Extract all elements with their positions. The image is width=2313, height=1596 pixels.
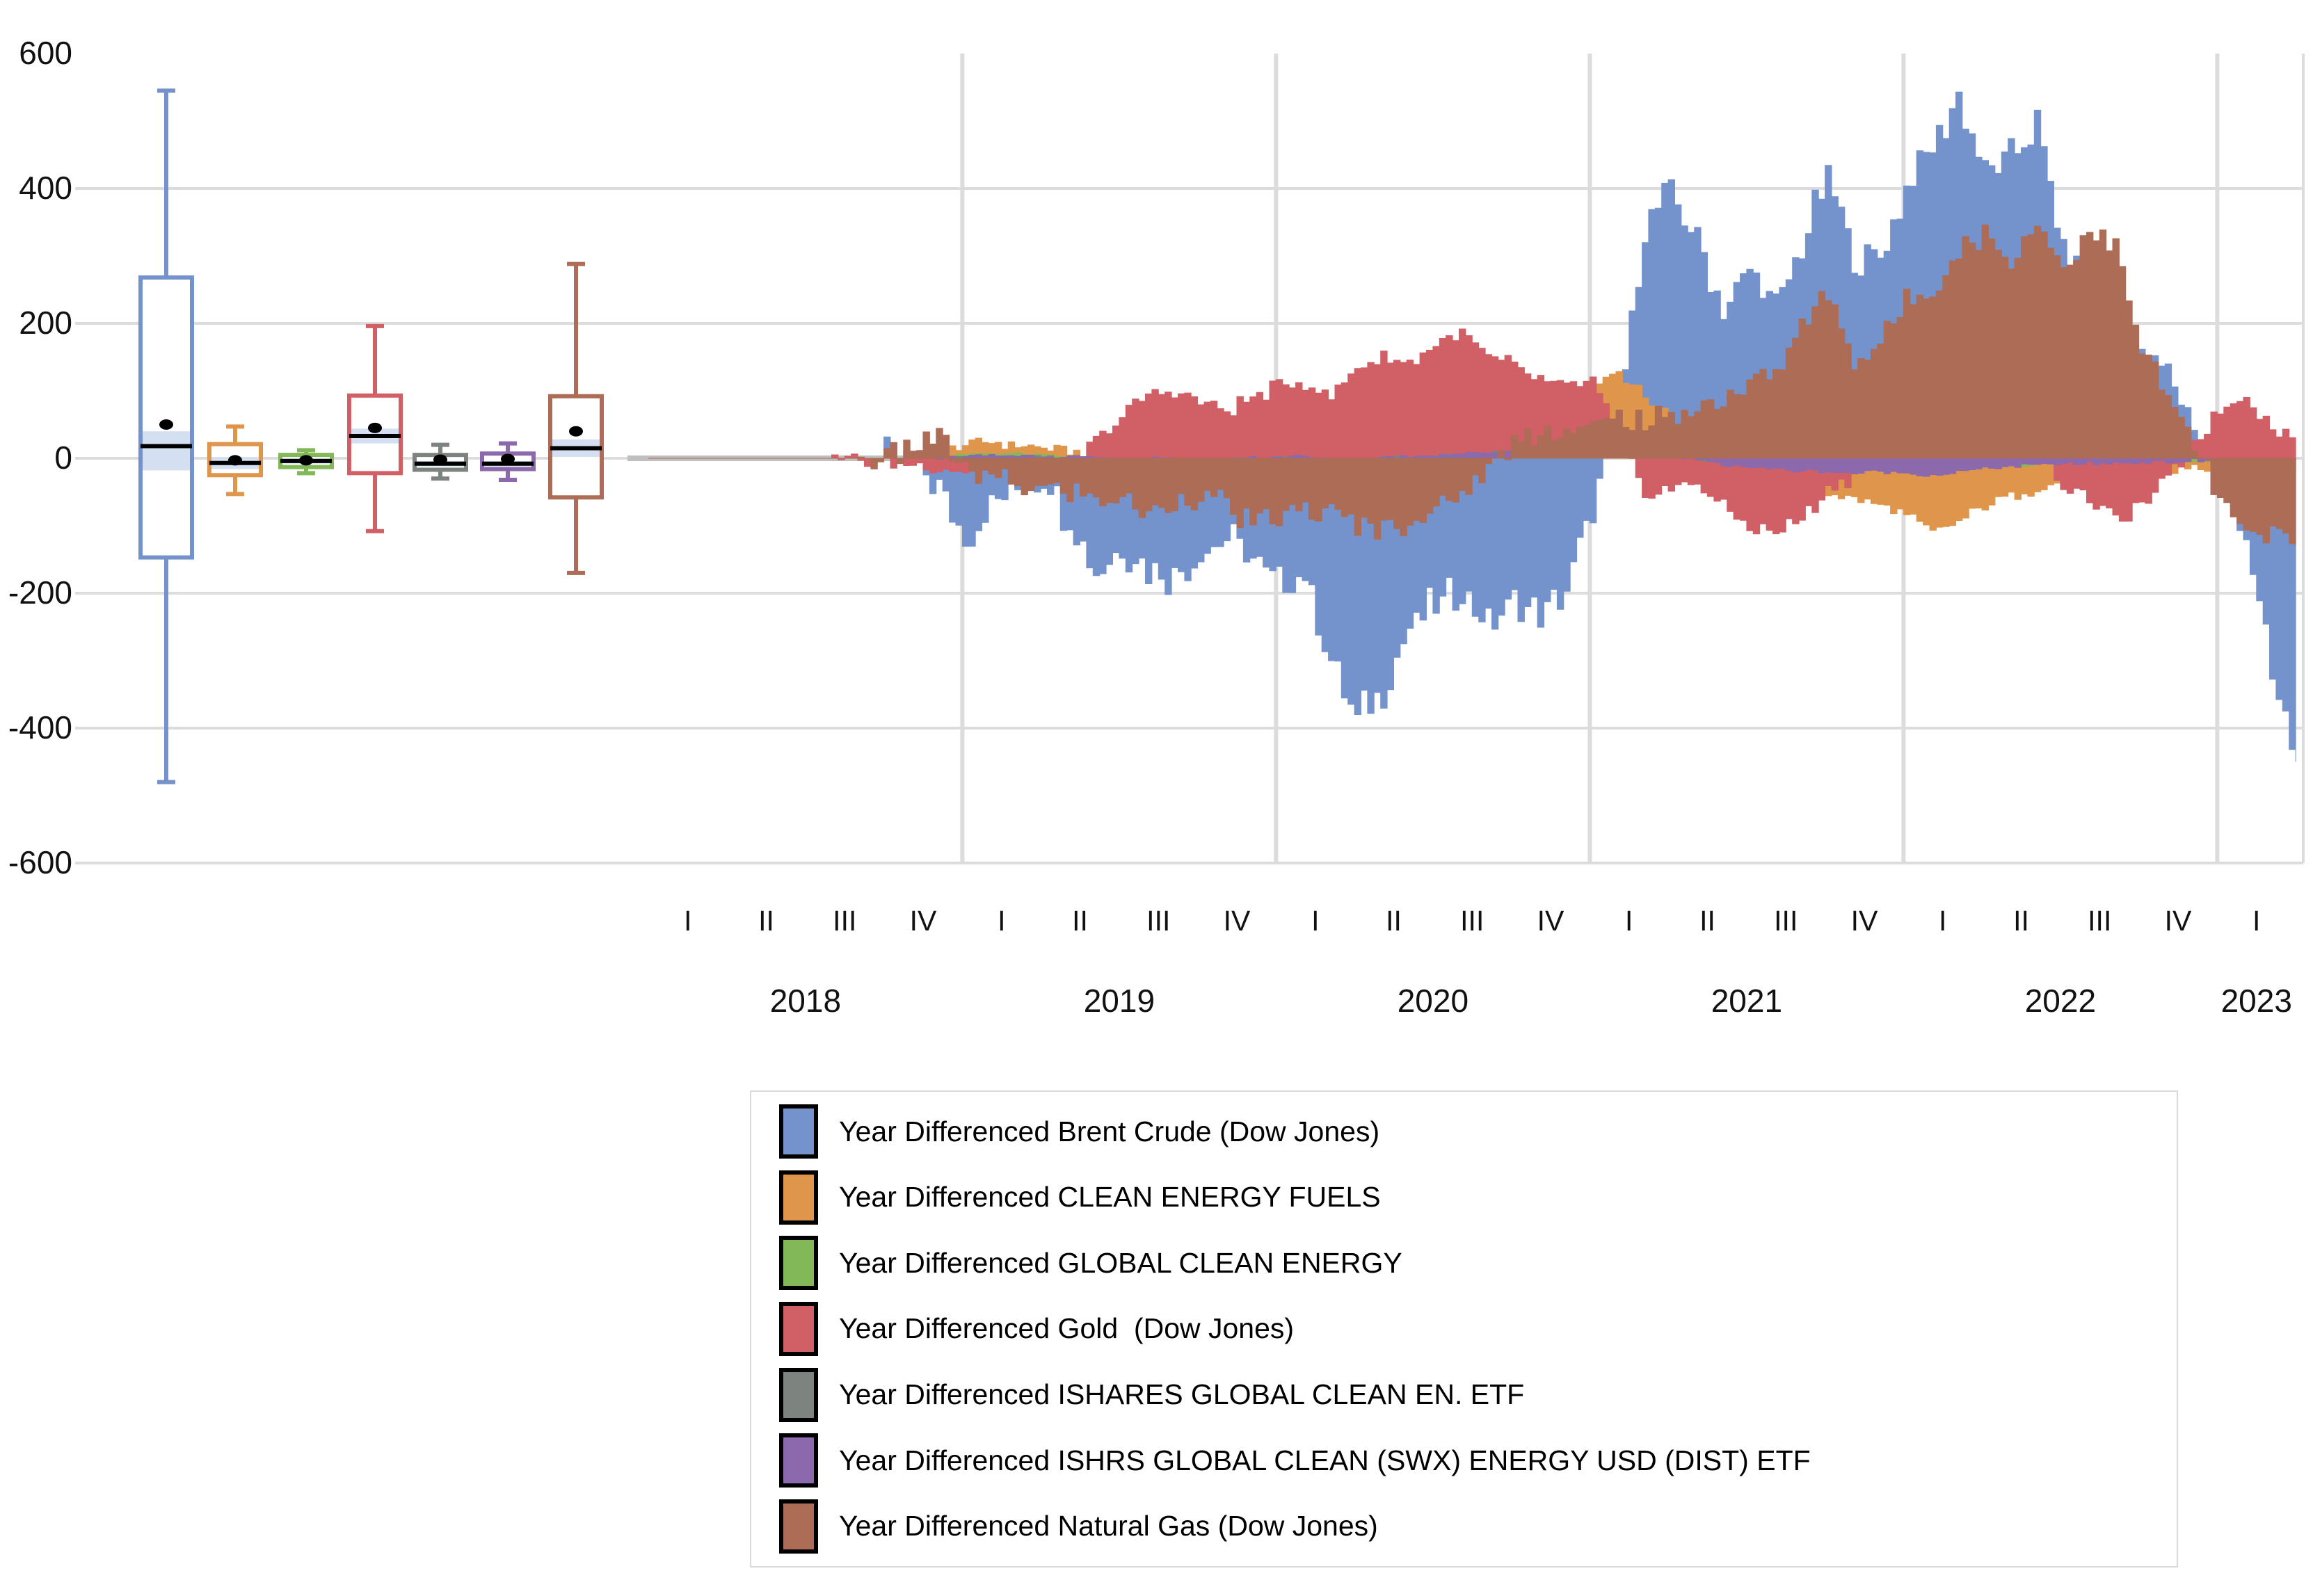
x-axis-quarter-label-2021-I: I [1625,905,1633,937]
x-axis-quarter-label-2018-I: I [684,905,692,937]
legend-swatch-icon-0 [779,1104,818,1159]
legend-label-0: Year Differenced Brent Crude (Dow Jones) [839,1115,1380,1147]
legend-item-6: Year Differenced Natural Gas (Dow Jones) [779,1499,2177,1554]
legend-label-1: Year Differenced CLEAN ENERGY FUELS [839,1181,1381,1214]
x-axis-quarter-label-2019-I: I [998,905,1006,937]
x-axis-year-label-2019: 2019 [1083,983,1155,1019]
legend-swatch-icon-1 [779,1170,818,1225]
boxplot-median-ci-band-0 [143,431,190,471]
x-axis-quarter-label-2021-II: II [1699,905,1715,937]
x-axis-year-label-2020: 2020 [1397,983,1469,1019]
legend-label-6: Year Differenced Natural Gas (Dow Jones) [839,1510,1378,1542]
x-axis-quarter-label-2021-IV: IV [1850,905,1878,937]
legend-swatch-icon-4 [779,1367,818,1422]
legend-label-4: Year Differenced ISHARES GLOBAL CLEAN EN… [839,1378,1525,1411]
x-axis-quarter-label-2023-I: I [2252,905,2261,937]
y-axis-label-200: 200 [19,305,72,341]
legend-item-5: Year Differenced ISHRS GLOBAL CLEAN (SWX… [779,1433,2177,1488]
y-axis-label-600: 600 [19,35,72,71]
y-axis-label-400: 400 [19,170,72,206]
legend-item-3: Year Differenced Gold (Dow Jones) [779,1301,2177,1357]
x-axis-year-label-2022: 2022 [2024,983,2097,1019]
x-axis-quarter-label-2020-III: III [1460,905,1484,937]
x-axis-quarter-label-2020-I: I [1311,905,1320,937]
legend-item-2: Year Differenced GLOBAL CLEAN ENERGY [779,1235,2177,1291]
boxplot-box-0 [138,275,194,560]
legend-swatch-icon-5 [779,1433,818,1488]
x-axis-quarter-label-2019-II: II [1072,905,1088,937]
x-axis-quarter-label-2018-III: III [833,905,857,937]
x-axis-quarter-label-2019-III: III [1146,905,1171,937]
legend-label-2: Year Differenced GLOBAL CLEAN ENERGY [839,1246,1402,1279]
boxplot-mean-dot-1 [228,455,242,466]
area-series-6 [648,225,2296,547]
boxplot-mean-dot-5 [501,453,515,465]
boxplot-mean-dot-3 [368,422,382,433]
x-axis-quarter-label-2021-III: III [1774,905,1798,937]
legend-label-5: Year Differenced ISHRS GLOBAL CLEAN (SWX… [839,1444,1811,1476]
y-axis-label--600: -600 [8,844,72,880]
x-axis-quarter-label-2022-II: II [2013,905,2029,937]
y-axis-label--400: -400 [8,709,72,745]
boxplot-mean-dot-0 [159,419,173,430]
x-axis-quarter-label-2022-III: III [2088,905,2112,937]
legend-swatch-icon-6 [779,1499,818,1554]
y-axis-label--200: -200 [8,574,72,611]
x-axis-quarter-label-2018-II: II [758,905,774,937]
x-axis-quarter-label-2022-I: I [1939,905,1947,937]
x-axis-quarter-label-2020-II: II [1386,905,1402,937]
legend-label-3: Year Differenced Gold (Dow Jones) [839,1312,1295,1345]
boxplot-mean-dot-6 [569,426,583,437]
x-axis-quarter-label-2019-IV: IV [1223,905,1251,937]
x-axis-year-label-2018: 2018 [769,983,842,1019]
x-axis-quarter-label-2018-IV: IV [909,905,937,937]
y-axis-label-0: 0 [54,440,72,476]
legend-swatch-icon-2 [779,1236,818,1291]
legend-item-4: Year Differenced ISHARES GLOBAL CLEAN EN… [779,1367,2177,1423]
chart-legend: Year Differenced Brent Crude (Dow Jones)… [750,1090,2178,1567]
x-axis-year-label-2023: 2023 [2220,983,2292,1019]
x-axis-quarter-label-2020-IV: IV [1537,905,1564,937]
legend-item-0: Year Differenced Brent Crude (Dow Jones) [779,1104,2177,1159]
chart-plot-area [75,54,2305,864]
legend-swatch-icon-3 [779,1301,818,1356]
boxplot-mean-dot-2 [299,455,313,466]
x-axis-year-label-2021: 2021 [1711,983,1783,1019]
boxplot-mean-dot-4 [433,454,447,465]
legend-item-1: Year Differenced CLEAN ENERGY FUELS [779,1170,2177,1225]
x-axis-quarter-label-2022-IV: IV [2164,905,2192,937]
